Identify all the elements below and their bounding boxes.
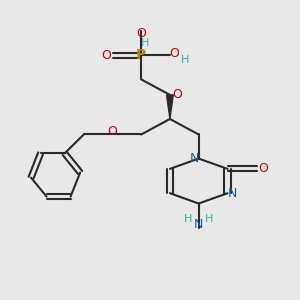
Text: P: P — [136, 48, 146, 62]
Text: O: O — [108, 125, 117, 138]
Text: N: N — [189, 152, 199, 165]
Text: O: O — [101, 49, 111, 62]
Text: O: O — [136, 27, 146, 40]
Text: H: H — [205, 214, 213, 224]
Text: H: H — [181, 55, 189, 65]
Text: H: H — [141, 38, 149, 48]
Text: O: O — [172, 88, 182, 101]
Text: N: N — [194, 218, 203, 232]
Text: N: N — [228, 187, 237, 200]
Text: O: O — [258, 162, 268, 176]
Text: H: H — [184, 214, 193, 224]
Text: O: O — [169, 47, 179, 60]
Polygon shape — [167, 95, 173, 119]
